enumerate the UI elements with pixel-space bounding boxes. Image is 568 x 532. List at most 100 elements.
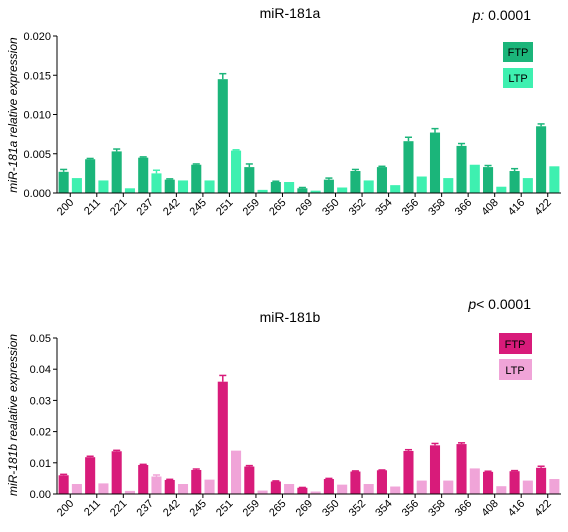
bar-ftp-245: [191, 164, 202, 193]
legend-swatch-ltp: [499, 359, 532, 380]
bar-ftp-259: [244, 466, 255, 494]
bar-ltp-265: [284, 182, 295, 193]
y-tick-label: 0.04: [30, 364, 51, 376]
y-ticks: 0.00 0.01 0.02 0.03 0.04 0.05: [30, 333, 57, 501]
bar-ltp-352: [363, 180, 374, 193]
x-tick-label: 366: [453, 197, 474, 218]
bar-ftp-366: [456, 145, 467, 193]
bar-ltp-352: [363, 484, 374, 494]
bar-ltp-416: [522, 178, 533, 193]
bar-ftp-200: [58, 171, 69, 193]
legend-label-ltp: LTP: [505, 365, 524, 377]
x-tick-label: 211: [82, 197, 103, 218]
bar-ltp-211: [98, 180, 109, 193]
x-tick-label: 366: [453, 498, 474, 519]
bar-ltp-237: [151, 173, 162, 193]
panel-mir181a: miR-181a p: 0.0001 miR-181a relative exp…: [6, 5, 561, 218]
x-tick-label: 200: [55, 498, 76, 519]
bar-ftp-358: [429, 132, 441, 193]
legend-swatch-ltp: [503, 68, 533, 88]
x-tick-label: 251: [214, 498, 235, 519]
bar-ltp-269: [310, 190, 321, 193]
bar-ltp-265: [284, 484, 295, 494]
legend-swatch-ftp: [503, 42, 533, 62]
bar-ftp-251: [217, 79, 228, 193]
bar-ftp-200: [58, 475, 69, 494]
legend-label-ftp: FTP: [508, 47, 529, 59]
y-tick-label: 0.01: [30, 458, 51, 470]
bar-ltp-408: [496, 186, 507, 193]
x-tick-label: 354: [373, 498, 394, 519]
bar-ftp-366: [456, 444, 467, 494]
p-value: < 0.0001: [476, 296, 531, 312]
x-tick-label: 200: [55, 197, 76, 218]
y-tick-label: 0.000: [23, 188, 51, 200]
x-tick-label: 221: [108, 498, 129, 519]
bar-ltp-259: [257, 490, 268, 494]
bar-ltp-237: [151, 476, 162, 494]
legend: FTP LTP: [499, 333, 532, 380]
bar-ltp-350: [337, 187, 348, 193]
bar-ltp-221: [124, 188, 135, 193]
x-tick-label: 408: [479, 498, 500, 519]
bar-ltp-245: [204, 180, 215, 193]
y-axis-label: miR-181b realative expression: [6, 334, 20, 496]
bar-ltp-242: [177, 180, 189, 193]
bar-ftp-422: [536, 126, 547, 193]
y-axis-label: miR-181a relative expression: [6, 37, 20, 193]
bar-ltp-251: [231, 450, 242, 494]
x-tick-label: 251: [214, 197, 235, 218]
bar-ftp-354: [376, 167, 387, 193]
x-tick-label: 269: [294, 498, 315, 519]
bar-ftp-251: [217, 381, 228, 494]
bar-ltp-358: [443, 178, 454, 193]
bar-ftp-265: [270, 481, 281, 494]
bar-ftp-416: [509, 471, 520, 494]
y-tick-label: 0.05: [30, 333, 51, 345]
bar-ftp-416: [509, 171, 520, 193]
bar-ltp-422: [549, 479, 560, 494]
bar-ltp-245: [204, 479, 215, 494]
x-tick-label: 408: [479, 197, 500, 218]
bar-ltp-200: [71, 178, 82, 193]
x-tick-label: 237: [134, 498, 155, 519]
bar-ftp-354: [376, 470, 387, 494]
bar-ftp-211: [85, 159, 96, 193]
bar-ltp-416: [522, 480, 533, 494]
bar-ltp-354: [390, 185, 401, 193]
bar-ltp-422: [549, 166, 560, 193]
bar-ftp-422: [536, 467, 547, 494]
p-label: p:: [472, 7, 485, 23]
bar-ftp-269: [297, 487, 308, 494]
x-tick-label: 358: [426, 197, 447, 218]
x-tick-label: 259: [241, 498, 262, 519]
x-tick-label: 265: [267, 498, 288, 519]
bar-ftp-211: [85, 457, 96, 494]
y-tick-label: 0.00: [30, 489, 51, 501]
bars: [58, 72, 560, 193]
chart-title: miR-181b: [260, 309, 321, 325]
bar-ltp-408: [496, 486, 507, 494]
bar-ltp-242: [177, 484, 189, 494]
bar-ltp-366: [469, 468, 480, 494]
p-value: 0.0001: [488, 7, 531, 23]
x-tick-label: 265: [267, 197, 288, 218]
legend-swatch-ftp: [499, 333, 532, 354]
bar-ftp-221: [111, 451, 122, 494]
chart-title: miR-181a: [260, 5, 321, 21]
bar-ftp-245: [191, 469, 202, 494]
bar-ftp-358: [429, 445, 441, 494]
x-tick-label: 211: [82, 498, 103, 519]
bar-ftp-242: [164, 479, 175, 494]
bar-ltp-354: [390, 486, 401, 494]
x-tick-label: 416: [506, 197, 527, 218]
bar-ltp-356: [416, 480, 427, 494]
bar-ftp-237: [138, 157, 149, 193]
x-tick-label: 358: [426, 498, 447, 519]
p-value-annotation: p: 0.0001: [472, 7, 532, 23]
x-tick-label: 237: [134, 197, 155, 218]
bar-ltp-221: [124, 490, 135, 494]
bar-ftp-269: [297, 188, 308, 193]
x-tick-label: 259: [241, 197, 262, 218]
